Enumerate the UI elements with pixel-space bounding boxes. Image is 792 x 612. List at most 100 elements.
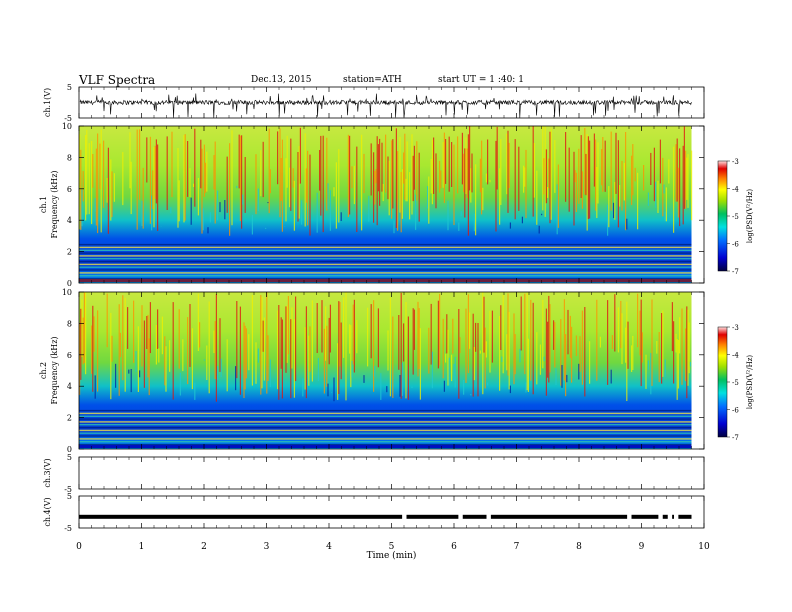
ch2-streak bbox=[91, 325, 93, 374]
ch2-streak bbox=[135, 351, 137, 372]
chart-title: VLF Spectra bbox=[79, 73, 156, 87]
ch1-streak bbox=[573, 151, 575, 226]
ch1-streak bbox=[487, 139, 489, 185]
ch1-streak bbox=[607, 204, 609, 236]
ch1-streak bbox=[581, 171, 583, 209]
ch1-ytick: 2 bbox=[67, 248, 72, 257]
ch2-streak bbox=[197, 293, 199, 351]
ch1-streak bbox=[489, 179, 491, 183]
ch1-streak bbox=[593, 133, 595, 187]
ch2-colorbar-label: log(PSD(V²/Hz) bbox=[746, 355, 754, 410]
ch2-streak bbox=[563, 299, 565, 381]
ch1-streak bbox=[634, 167, 636, 182]
ch1-streak bbox=[203, 144, 205, 197]
ch1-streak bbox=[403, 152, 405, 184]
ch2-streak bbox=[676, 339, 678, 400]
ch1-streak bbox=[177, 148, 179, 228]
ch1-streak bbox=[379, 138, 381, 206]
ch2-streak bbox=[380, 373, 382, 400]
ch1-streak bbox=[190, 197, 192, 225]
ch2-band bbox=[79, 435, 692, 437]
ch2-streak bbox=[338, 301, 340, 394]
ch2-streak bbox=[148, 338, 150, 396]
ch2-streak bbox=[430, 303, 432, 365]
ch1-streak bbox=[585, 153, 587, 196]
ch2-ytick: 2 bbox=[67, 414, 72, 423]
ch2-band bbox=[79, 443, 692, 446]
ch1-streak bbox=[508, 142, 510, 188]
ch4-signal-segment bbox=[678, 514, 692, 519]
ch1-band bbox=[79, 255, 692, 257]
ch2-streak bbox=[122, 295, 124, 381]
ch2-streak bbox=[565, 334, 567, 397]
ch1-ytick: 5 bbox=[67, 83, 72, 92]
ch2-streak bbox=[470, 393, 472, 396]
ch1-streak bbox=[595, 139, 597, 211]
ch1-streak bbox=[469, 126, 471, 191]
ch1-streak bbox=[110, 159, 112, 221]
ch2-streak bbox=[418, 308, 420, 369]
ch2-streak bbox=[645, 354, 647, 389]
ch1-streak bbox=[155, 139, 157, 204]
ch2-streak bbox=[389, 297, 391, 397]
ch1-streak bbox=[447, 200, 449, 231]
ch1-streak bbox=[412, 155, 414, 202]
ch2-streak bbox=[203, 359, 205, 361]
ch1-streak bbox=[391, 140, 393, 219]
x-tick-label: 0 bbox=[76, 542, 82, 552]
ch2-ytick: 0 bbox=[67, 445, 72, 454]
ch2-streak bbox=[656, 341, 658, 354]
ch2-streak bbox=[639, 310, 641, 356]
ch1-band bbox=[79, 243, 692, 246]
ch2-streak bbox=[651, 299, 653, 386]
ch2-streak bbox=[484, 327, 486, 389]
ch1-streak bbox=[615, 132, 617, 194]
ch2-streak bbox=[637, 293, 639, 348]
ch1-streak bbox=[251, 214, 253, 235]
ch1-streak bbox=[268, 128, 270, 214]
ch2-streak bbox=[337, 343, 339, 400]
ch2-streak bbox=[547, 321, 549, 378]
ch2-streak bbox=[465, 308, 467, 383]
ch1-streak bbox=[514, 139, 516, 220]
ch2-streak bbox=[239, 306, 241, 395]
ch1-streak bbox=[281, 139, 283, 232]
ch1-band bbox=[79, 249, 692, 251]
ch2-streak bbox=[664, 359, 666, 377]
ch2-streak bbox=[483, 296, 485, 353]
ch2-streak bbox=[524, 293, 526, 375]
ch2-streak bbox=[235, 366, 237, 391]
ch2-streak bbox=[401, 362, 403, 396]
ch2-streak bbox=[143, 320, 145, 388]
ch1-streak bbox=[451, 142, 453, 187]
ch1-streak bbox=[440, 170, 442, 189]
ch1-streak bbox=[589, 140, 591, 219]
ch1-streak bbox=[265, 227, 267, 229]
x-tick-label: 9 bbox=[639, 542, 645, 552]
ch1-streak bbox=[239, 135, 241, 221]
ch4-signal-segment bbox=[406, 514, 459, 519]
ch2-streak bbox=[419, 328, 421, 400]
ch1-streak bbox=[86, 129, 88, 215]
x-tick-label: 3 bbox=[264, 542, 270, 552]
ch1-streak bbox=[525, 149, 527, 219]
ch1-streak bbox=[385, 134, 387, 193]
ch2-streak bbox=[79, 322, 81, 395]
ch1-streak bbox=[217, 190, 219, 221]
ch2-streak bbox=[539, 344, 541, 375]
ch1-streak bbox=[574, 170, 576, 183]
ch1-streak bbox=[473, 213, 475, 232]
ch1-streak bbox=[506, 133, 508, 195]
ch2-streak bbox=[157, 309, 159, 349]
ch1-streak bbox=[623, 162, 625, 201]
ch2-streak bbox=[485, 341, 487, 358]
ch2-streak bbox=[236, 301, 238, 379]
ch1-streak bbox=[439, 160, 441, 193]
ch2-streak bbox=[599, 336, 601, 348]
ch2-streak bbox=[627, 321, 629, 369]
ch2-streak bbox=[508, 311, 510, 390]
ch1-streak bbox=[322, 135, 324, 233]
ch2-streak bbox=[463, 380, 465, 395]
ch1-streak bbox=[197, 177, 199, 216]
ch2-ytick: 10 bbox=[62, 288, 72, 297]
